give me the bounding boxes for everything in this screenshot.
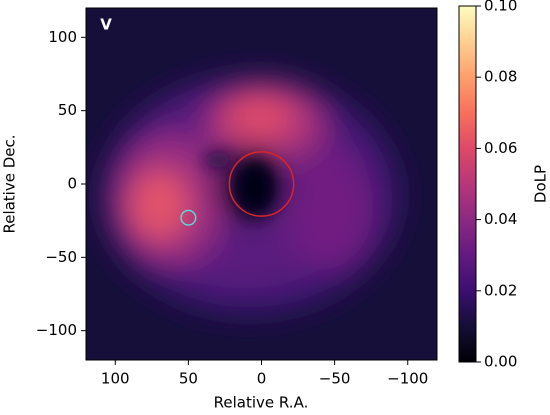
x-tick-label: 0 bbox=[257, 370, 267, 388]
colorbar-tick-label: 0.10 bbox=[484, 0, 517, 15]
x-tick-label: 100 bbox=[101, 370, 130, 388]
y-tick-label: 50 bbox=[58, 101, 77, 119]
colorbar-label: DoLP bbox=[532, 165, 550, 203]
colorbar-tick-label: 0.04 bbox=[484, 210, 517, 228]
panel-label: V bbox=[100, 16, 112, 34]
x-tick-label: −100 bbox=[387, 370, 428, 388]
x-tick-label: −50 bbox=[319, 370, 351, 388]
y-tick-label: −100 bbox=[36, 321, 77, 339]
marker-circle bbox=[228, 151, 295, 217]
x-tick-label: 50 bbox=[179, 370, 198, 388]
y-tick-label: −50 bbox=[45, 248, 77, 266]
colorbar-tick-label: 0.08 bbox=[484, 68, 517, 86]
x-axis-label: Relative R.A. bbox=[214, 394, 309, 412]
marker-circle bbox=[180, 209, 197, 226]
colorbar-tick-label: 0.06 bbox=[484, 139, 517, 157]
colorbar-tick-label: 0.00 bbox=[484, 353, 517, 371]
colorbar-tick-label: 0.02 bbox=[484, 281, 517, 299]
y-tick-label: 100 bbox=[48, 28, 77, 46]
y-tick-label: 0 bbox=[67, 175, 77, 193]
y-axis-label: Relative Dec. bbox=[1, 134, 19, 233]
heatmap-image bbox=[86, 8, 437, 360]
colorbar bbox=[458, 5, 477, 363]
